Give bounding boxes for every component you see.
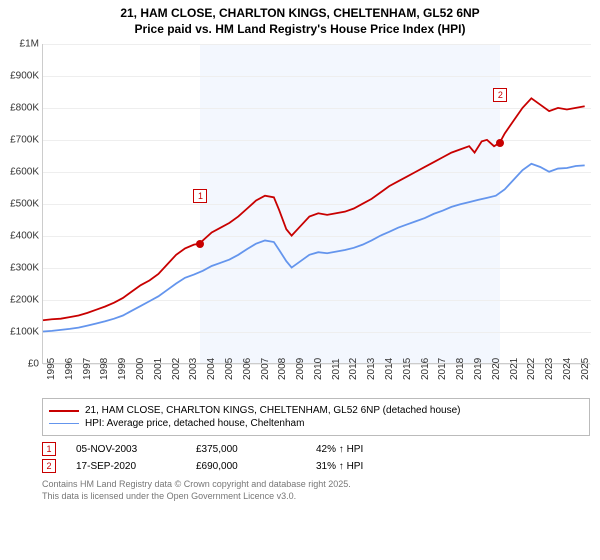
sales-table: 1 05-NOV-2003£375,00042% ↑ HPI 2 17-SEP-202… [42, 442, 590, 473]
legend-and-footer: 21, HAM CLOSE, CHARLTON KINGS, CHELTENHA… [42, 398, 590, 502]
title-line-2: Price paid vs. HM Land Registry's House … [0, 22, 600, 38]
chart-container: { "title": { "line1": "21, HAM CLOSE, CH… [0, 0, 600, 560]
y-axis-tick-label: £200K [1, 295, 39, 306]
chart-svg [43, 44, 590, 363]
sale-table-row: 2 17-SEP-2020£690,00031% ↑ HPI [42, 459, 590, 473]
plot-area: £0£100K£200K£300K£400K£500K£600K£700K£80… [42, 44, 590, 364]
price-paid-line [43, 98, 585, 320]
legend-row: 21, HAM CLOSE, CHARLTON KINGS, CHELTENHA… [49, 405, 583, 416]
legend-label: 21, HAM CLOSE, CHARLTON KINGS, CHELTENHA… [85, 405, 461, 416]
sale-date: 05-NOV-2003 [76, 444, 196, 455]
sale-date: 17-SEP-2020 [76, 461, 196, 472]
y-axis-tick-label: £900K [1, 71, 39, 82]
title-line-1: 21, HAM CLOSE, CHARLTON KINGS, CHELTENHA… [0, 6, 600, 22]
y-axis-tick-label: £100K [1, 327, 39, 338]
legend-box: 21, HAM CLOSE, CHARLTON KINGS, CHELTENHA… [42, 398, 590, 436]
footnote-line-2: This data is licensed under the Open Gov… [42, 491, 590, 503]
sale-delta: 42% ↑ HPI [316, 444, 436, 455]
y-axis-tick-label: £1M [1, 39, 39, 50]
legend-row: HPI: Average price, detached house, Chel… [49, 418, 583, 429]
sale-table-row: 1 05-NOV-2003£375,00042% ↑ HPI [42, 442, 590, 456]
chart-title: 21, HAM CLOSE, CHARLTON KINGS, CHELTENHA… [0, 0, 600, 37]
footnote-line-1: Contains HM Land Registry data © Crown c… [42, 479, 590, 491]
sale-row-marker: 1 [42, 442, 56, 456]
y-axis-tick-label: £600K [1, 167, 39, 178]
y-axis-tick-label: £300K [1, 263, 39, 274]
legend-swatch [49, 423, 79, 424]
y-axis-tick-label: £800K [1, 103, 39, 114]
sale-price: £690,000 [196, 461, 316, 472]
sale-row-marker: 2 [42, 459, 56, 473]
y-axis-tick-label: £0 [1, 359, 39, 370]
legend-swatch [49, 410, 79, 412]
copyright-footnote: Contains HM Land Registry data © Crown c… [42, 479, 590, 502]
y-axis-tick-label: £400K [1, 231, 39, 242]
y-axis-tick-label: £700K [1, 135, 39, 146]
sale-price: £375,000 [196, 444, 316, 455]
sale-delta: 31% ↑ HPI [316, 461, 436, 472]
legend-label: HPI: Average price, detached house, Chel… [85, 418, 304, 429]
y-axis-tick-label: £500K [1, 199, 39, 210]
hpi-line [43, 164, 585, 332]
